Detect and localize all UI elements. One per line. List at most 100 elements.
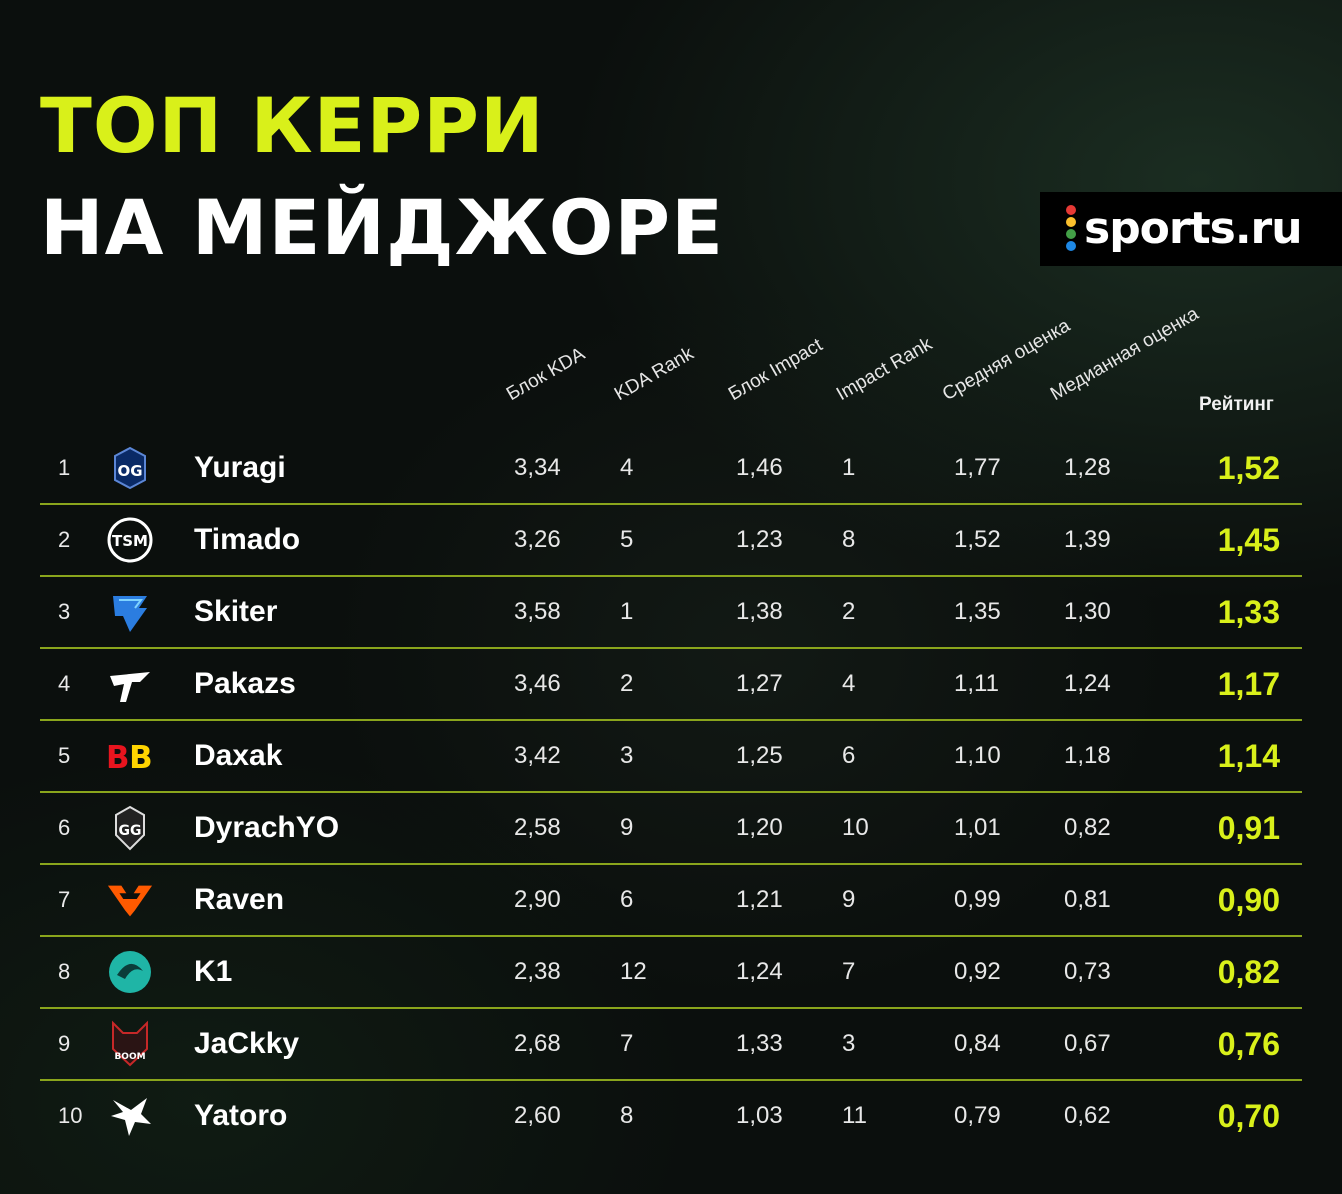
title-line-1: ТОП КЕРРИ [40,81,545,170]
kda-rank-value: 6 [620,886,634,913]
row-separator [40,1079,1302,1081]
impact-block-value: 1,03 [736,1102,783,1129]
header-median-score: Медианная оценка [1047,303,1203,406]
median-score-value: 1,18 [1064,742,1111,769]
kda-block-value: 2,68 [514,1030,561,1057]
svg-text:OG: OG [117,462,142,480]
og-logo-icon: OG [106,432,154,504]
impact-block-value: 1,33 [736,1030,783,1057]
rating-value: 0,90 [1217,881,1280,918]
table-row: 1 OG Yuragi 3,34 4 1,46 1 1,77 1,28 1,52 [40,432,1302,505]
kda-block-value: 3,58 [514,598,561,625]
rating-value: 1,17 [1217,665,1280,702]
impact-block-value: 1,21 [736,886,783,913]
kda-block-value: 2,58 [514,814,561,841]
impact-block-value: 1,25 [736,742,783,769]
kda-block-value: 2,38 [514,958,561,985]
place-number: 3 [58,599,71,624]
rating-value: 0,76 [1217,1025,1280,1062]
kda-rank-value: 4 [620,454,634,481]
row-separator [40,719,1302,721]
row-separator [40,791,1302,793]
place-number: 1 [58,455,71,480]
median-score-value: 0,73 [1064,958,1111,985]
place-number: 9 [58,1031,71,1056]
impact-rank-value: 1 [842,454,856,481]
player-name: Skiter [194,595,278,628]
player-name: Yuragi [194,451,286,484]
impact-block-value: 1,46 [736,454,783,481]
impact-block-value: 1,38 [736,598,783,625]
kda-block-value: 3,46 [514,670,561,697]
table-row: 4 Pakazs 3,46 2 1,27 4 1,11 1,24 1,17 [40,648,1302,721]
impact-block-value: 1,23 [736,526,783,553]
avg-score-value: 1,10 [954,742,1001,769]
impact-rank-value: 4 [842,670,856,697]
row-separator [40,503,1302,505]
avg-score-value: 1,01 [954,814,1001,841]
header-rating: Рейтинг [1199,394,1274,415]
avg-score-value: 0,92 [954,958,1001,985]
avg-score-value: 1,77 [954,454,1001,481]
boom-logo-icon: BOOM [106,1008,154,1080]
kda-rank-value: 9 [620,814,634,841]
median-score-value: 0,82 [1064,814,1111,841]
rating-value: 0,91 [1217,809,1280,846]
header-impact-rank: Impact Rank [833,333,936,406]
median-score-value: 0,62 [1064,1102,1111,1129]
kda-block-value: 3,42 [514,742,561,769]
place-number: 7 [58,887,71,912]
median-score-value: 0,67 [1064,1030,1111,1057]
tsm-logo-icon: TSM [106,504,154,576]
rating-value: 0,82 [1217,953,1280,990]
place-number: 2 [58,527,71,552]
table-row: 7 Raven 2,90 6 1,21 9 0,99 0,81 0,90 [40,864,1302,937]
avg-score-value: 1,11 [954,670,999,697]
player-name: Daxak [194,739,283,772]
median-score-value: 1,28 [1064,454,1111,481]
player-name: Raven [194,883,285,916]
kda-rank-value: 7 [620,1030,634,1057]
avg-score-value: 0,79 [954,1102,1001,1129]
impact-rank-value: 6 [842,742,856,769]
place-number: 5 [58,743,71,768]
row-separator [40,647,1302,649]
avg-score-value: 1,52 [954,526,1001,553]
svg-text:TSM: TSM [112,532,148,550]
place-number: 6 [58,815,71,840]
table-row: 10 Yatoro 2,60 8 1,03 11 0,79 0,62 0,70 [40,1080,1302,1152]
header-impact-block: Блок Impact [725,334,827,406]
kda-block-value: 2,60 [514,1102,561,1129]
header-kda-rank: KDA Rank [611,343,698,406]
table-row: 3 Skiter 3,58 1 1,38 2 1,35 1,30 1,33 [40,576,1302,649]
impact-rank-value: 11 [842,1102,867,1129]
title-line-2: НА МЕЙДЖОРЕ [40,183,724,272]
rating-value: 1,45 [1217,521,1280,558]
kda-rank-value: 8 [620,1102,634,1129]
player-name: DyrachYO [194,811,340,844]
fnatic-logo-icon [106,864,154,936]
rating-value: 0,70 [1217,1097,1280,1134]
kda-block-value: 3,26 [514,526,561,553]
sports-ru-logo: sports.ru [1040,192,1342,266]
impact-rank-value: 8 [842,526,856,553]
logo-dots-icon [1066,205,1076,253]
gaimin-gladiators-logo-icon: GG [106,792,154,864]
svg-text:GG: GG [119,823,142,839]
avg-score-value: 0,84 [954,1030,1001,1057]
median-score-value: 0,81 [1064,886,1111,913]
rating-value: 1,52 [1217,449,1280,486]
kda-rank-value: 5 [620,526,634,553]
table-row: 9 BOOM JaCkky 2,68 7 1,33 3 0,84 0,67 0,… [40,1008,1302,1081]
avg-score-value: 0,99 [954,886,1001,913]
tundra-logo-icon [106,576,154,648]
brand-name: sports.ru [1084,203,1303,254]
table-row: 2 TSM Timado 3,26 5 1,23 8 1,52 1,39 1,4… [40,504,1302,577]
impact-block-value: 1,20 [736,814,783,841]
kda-rank-value: 1 [620,598,634,625]
row-separator [40,575,1302,577]
svg-text:BOOM: BOOM [114,1052,145,1062]
median-score-value: 1,24 [1064,670,1111,697]
kda-block-value: 3,34 [514,454,561,481]
